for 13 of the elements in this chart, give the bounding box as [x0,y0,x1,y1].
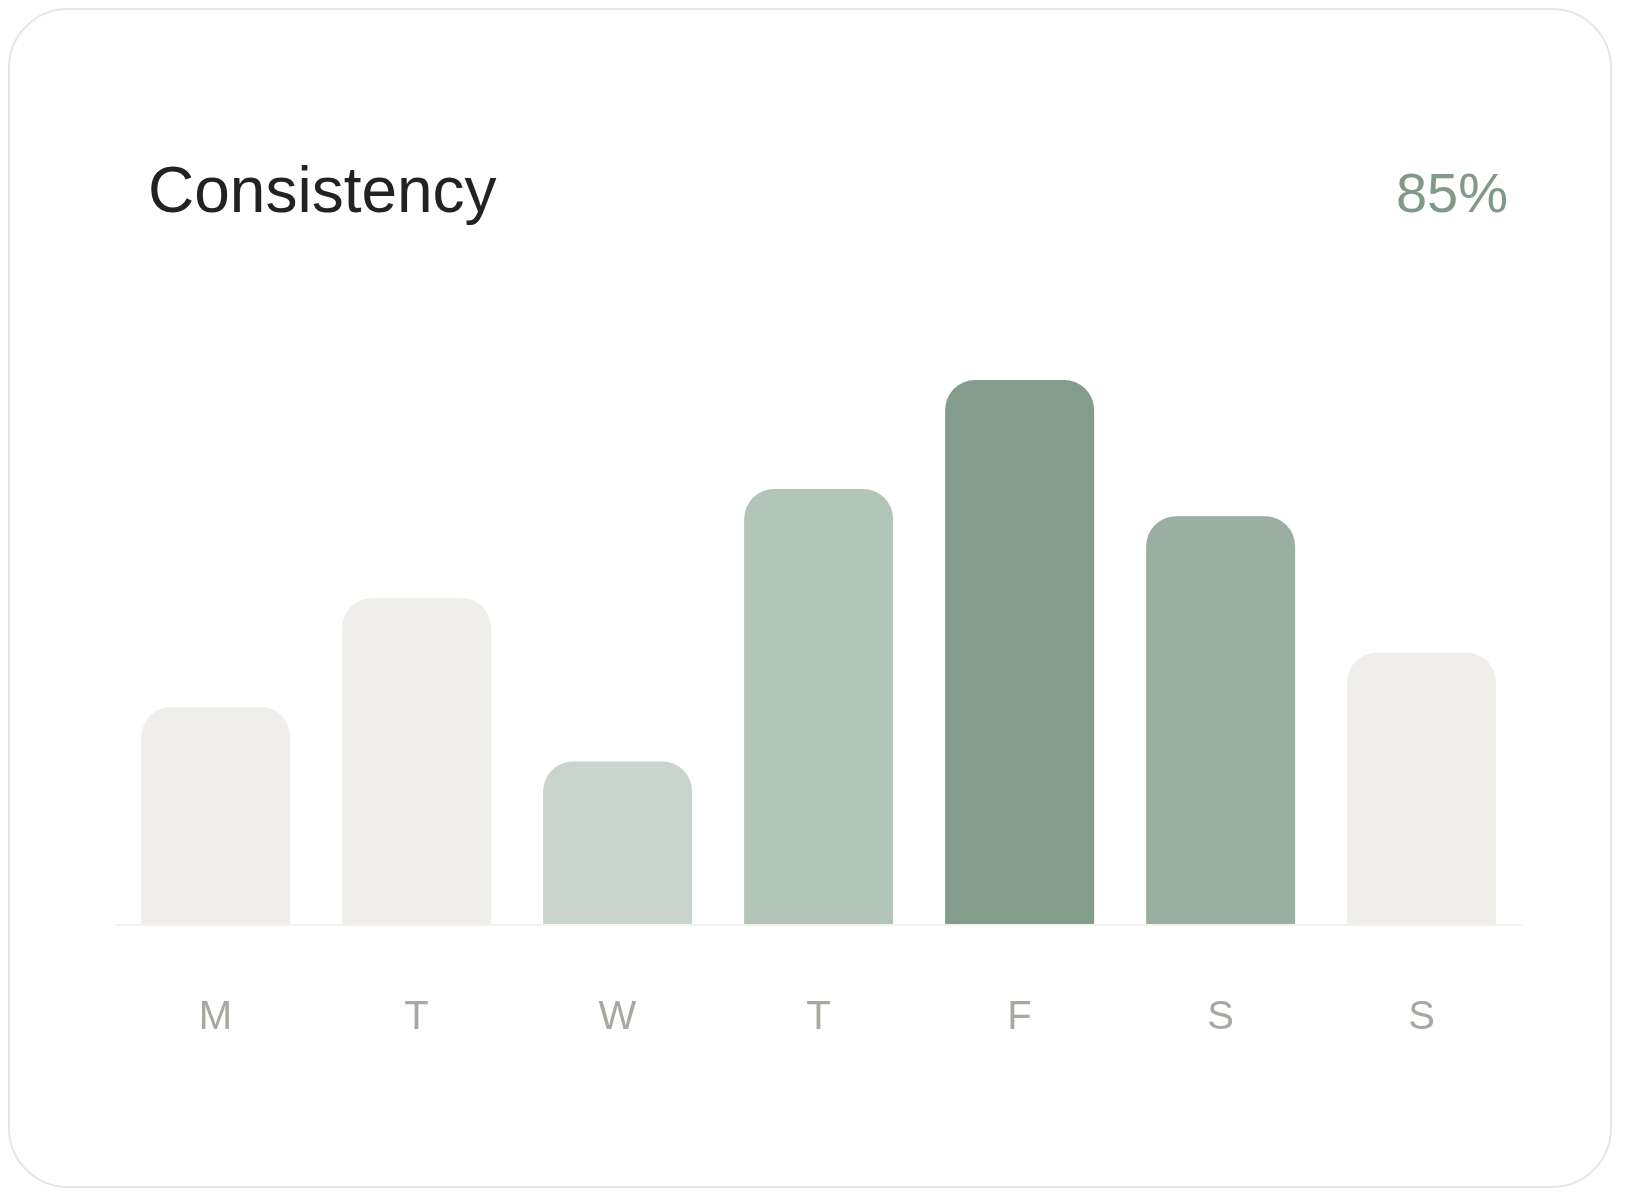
x-tick-label: T [404,993,429,1038]
x-tick-label: S [1408,993,1435,1038]
chart-title: Consistency [148,154,497,226]
text: 85% [1395,161,1508,224]
x-tick-label: S [1207,993,1234,1038]
x-tick-label: F [1007,993,1032,1038]
bar [945,380,1095,925]
bar [1146,516,1296,925]
bar [543,761,693,925]
x-tick-label: W [598,993,637,1038]
bar [744,489,894,925]
x-tick-label: M [198,993,233,1038]
x-tick-label: T [806,993,831,1038]
